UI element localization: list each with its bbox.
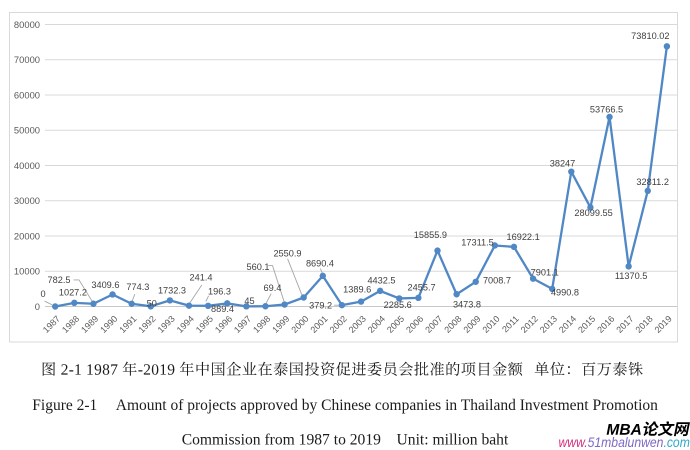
svg-text:2002: 2002 xyxy=(328,314,349,335)
svg-text:1993: 1993 xyxy=(156,314,177,335)
svg-text:2018: 2018 xyxy=(633,314,654,335)
svg-text:2006: 2006 xyxy=(404,314,425,335)
svg-text:17311.5: 17311.5 xyxy=(461,237,494,247)
svg-text:11370.5: 11370.5 xyxy=(615,271,648,281)
svg-text:2013: 2013 xyxy=(538,314,559,335)
svg-text:70000: 70000 xyxy=(14,54,40,65)
svg-text:Figure 2-1 Amount of proje: Figure 2-1 Amount of projects approved b… xyxy=(32,397,658,414)
svg-text:196.3: 196.3 xyxy=(208,287,231,297)
svg-text:7008.7: 7008.7 xyxy=(483,275,511,285)
svg-text:15855.9: 15855.9 xyxy=(414,230,447,240)
svg-text:1027.2: 1027.2 xyxy=(59,288,87,298)
svg-text:69.4: 69.4 xyxy=(264,283,282,293)
svg-text:2003: 2003 xyxy=(347,314,368,335)
svg-text:20000: 20000 xyxy=(14,230,40,241)
svg-text:1389.6: 1389.6 xyxy=(343,285,371,295)
svg-text:1999: 1999 xyxy=(270,314,291,335)
svg-text:3473.8: 3473.8 xyxy=(453,299,481,309)
svg-text:1988: 1988 xyxy=(60,314,81,335)
svg-text:0: 0 xyxy=(35,301,40,312)
svg-text:2007: 2007 xyxy=(423,314,444,335)
svg-text:241.4: 241.4 xyxy=(190,273,213,283)
svg-text:2012: 2012 xyxy=(519,314,540,335)
svg-text:10000: 10000 xyxy=(14,266,40,277)
svg-text:40000: 40000 xyxy=(14,160,40,171)
svg-text:2001: 2001 xyxy=(308,314,329,335)
svg-text:0: 0 xyxy=(40,289,45,299)
svg-text:2017: 2017 xyxy=(614,314,635,335)
svg-text:1732.3: 1732.3 xyxy=(158,286,186,296)
svg-text:32811.2: 32811.2 xyxy=(636,177,669,187)
svg-text:8690.4: 8690.4 xyxy=(306,258,334,268)
svg-text:30000: 30000 xyxy=(14,195,40,206)
svg-text:16922.1: 16922.1 xyxy=(506,232,539,242)
svg-text:2285.6: 2285.6 xyxy=(384,300,412,310)
svg-text:1998: 1998 xyxy=(251,314,272,335)
svg-text:2010: 2010 xyxy=(481,314,502,335)
svg-text:2004: 2004 xyxy=(366,314,387,335)
svg-text:2005: 2005 xyxy=(385,314,406,335)
svg-text:1995: 1995 xyxy=(194,314,215,335)
svg-text:2014: 2014 xyxy=(557,314,578,335)
svg-text:774.3: 774.3 xyxy=(126,282,149,292)
svg-text:50000: 50000 xyxy=(14,125,40,136)
svg-text:1990: 1990 xyxy=(98,314,119,335)
svg-text:2009: 2009 xyxy=(461,314,482,335)
svg-text:379.2: 379.2 xyxy=(309,300,332,310)
svg-text:1991: 1991 xyxy=(117,314,138,335)
svg-text:2000: 2000 xyxy=(289,314,310,335)
svg-text:2011: 2011 xyxy=(500,314,521,335)
svg-text:2455.7: 2455.7 xyxy=(408,283,436,293)
svg-text:2019: 2019 xyxy=(653,314,674,335)
svg-text:2016: 2016 xyxy=(595,314,616,335)
svg-text:60000: 60000 xyxy=(14,89,40,100)
svg-text:3409.6: 3409.6 xyxy=(91,280,119,290)
svg-text:53766.5: 53766.5 xyxy=(590,105,623,115)
svg-text:73810.02: 73810.02 xyxy=(631,31,669,41)
svg-text:4990.8: 4990.8 xyxy=(551,287,579,297)
svg-text:1996: 1996 xyxy=(213,314,234,335)
svg-text:1994: 1994 xyxy=(175,314,196,335)
svg-text:1997: 1997 xyxy=(232,314,253,335)
svg-text:1989: 1989 xyxy=(79,314,100,335)
svg-text:1992: 1992 xyxy=(136,314,157,335)
svg-text:38247: 38247 xyxy=(550,159,576,169)
svg-text:2008: 2008 xyxy=(442,314,463,335)
svg-text:782.5: 782.5 xyxy=(48,275,71,285)
svg-text:889.4: 889.4 xyxy=(211,304,234,314)
svg-text:www.51mbalunwen.com: www.51mbalunwen.com xyxy=(559,434,690,450)
svg-text:4432.5: 4432.5 xyxy=(367,276,395,286)
svg-text:50: 50 xyxy=(147,298,157,308)
svg-text:2550.9: 2550.9 xyxy=(273,249,301,259)
svg-text:1987: 1987 xyxy=(41,314,62,335)
svg-text:45: 45 xyxy=(244,296,254,306)
svg-text:2015: 2015 xyxy=(576,314,597,335)
svg-text:28099.55: 28099.55 xyxy=(574,208,612,218)
svg-text:Commission from 1987 to 2019: Commission from 1987 to 2019 Unit: milli… xyxy=(182,432,509,449)
svg-text:560.1: 560.1 xyxy=(247,262,270,272)
svg-text:7901.1: 7901.1 xyxy=(531,268,559,278)
svg-text:80000: 80000 xyxy=(14,19,40,30)
